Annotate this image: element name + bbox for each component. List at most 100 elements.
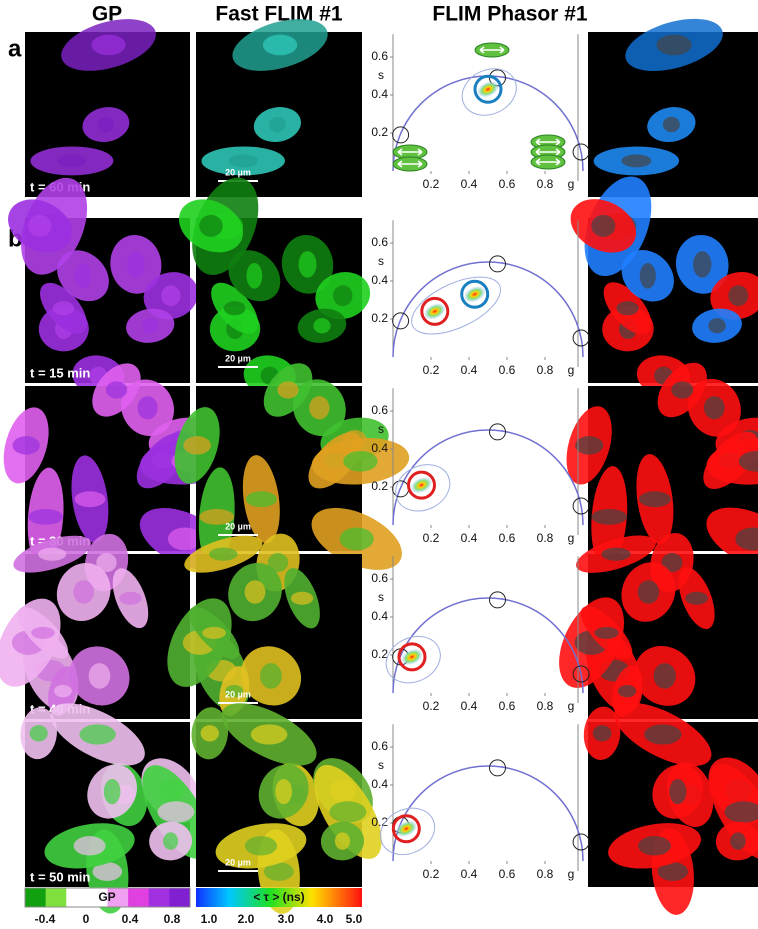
arrow-icon	[535, 148, 561, 156]
colorbar-segment	[66, 888, 88, 907]
colorbar-label: 5.0	[346, 912, 363, 926]
nucleus	[96, 553, 117, 573]
colorbar-segment	[45, 888, 67, 907]
nucleus	[575, 436, 604, 455]
colorbar-segment	[25, 888, 47, 907]
reference-circle	[572, 497, 590, 515]
nucleus	[638, 836, 671, 856]
reference-circle	[572, 833, 590, 851]
nucleus	[671, 381, 694, 399]
nucleus	[591, 214, 616, 237]
nucleus	[73, 580, 95, 604]
nucleus	[334, 832, 351, 850]
phasor-cursor	[420, 296, 450, 326]
nucleus	[103, 778, 121, 805]
nucleus	[97, 116, 115, 133]
nucleus	[343, 450, 378, 472]
nucleus	[639, 262, 656, 289]
y-tick-label: 0.2	[371, 125, 388, 139]
nucleus	[260, 663, 282, 689]
nucleus	[31, 626, 55, 639]
y-tick-label: 0.6	[371, 403, 388, 417]
time-label: t = 50 min	[30, 869, 90, 884]
nucleus	[735, 527, 758, 551]
y-axis-label: s	[378, 68, 384, 82]
nucleus	[183, 436, 211, 455]
x-axis-label: g	[568, 699, 575, 713]
x-tick-label: 0.6	[499, 177, 516, 191]
y-tick-label: 0.2	[371, 647, 388, 661]
nucleus	[163, 832, 179, 850]
nucleus	[244, 580, 266, 604]
nucleus	[644, 724, 682, 745]
y-axis-label: s	[378, 422, 384, 436]
y-tick-label: 0.4	[371, 273, 388, 287]
y-tick-label: 0.4	[371, 609, 388, 623]
x-tick-label: 0.2	[423, 867, 440, 881]
x-tick-label: 0.6	[499, 699, 516, 713]
nucleus	[28, 214, 52, 237]
scale-label: 20 µm	[225, 857, 251, 867]
colorbar-label: 3.0	[278, 912, 295, 926]
reference-circle	[572, 143, 590, 161]
nucleus	[669, 778, 687, 805]
x-tick-label: 0.4	[461, 531, 478, 545]
phasor-cursor	[391, 814, 421, 844]
x-tick-label: 0.2	[423, 531, 440, 545]
nucleus	[309, 396, 330, 420]
x-tick-label: 0.2	[423, 363, 440, 377]
nucleus	[91, 34, 126, 56]
nucleus	[92, 862, 123, 881]
x-tick-label: 0.8	[537, 363, 554, 377]
nucleus	[245, 491, 277, 508]
nucleus	[656, 34, 692, 56]
nucleus	[592, 725, 612, 742]
x-tick-label: 0.8	[537, 531, 554, 545]
nucleus	[137, 396, 158, 420]
reference-circle	[572, 665, 590, 683]
nucleus	[228, 154, 258, 168]
nucleus	[52, 301, 75, 316]
universal-circle	[392, 261, 584, 358]
nucleus	[199, 214, 223, 237]
nucleus	[329, 801, 367, 823]
phasor-density	[424, 303, 446, 320]
column-header: FLIM Phasor #1	[432, 3, 588, 26]
nucleus	[277, 381, 299, 399]
nucleus	[161, 285, 181, 307]
nucleus	[79, 724, 116, 745]
colorbar-label: -0.4	[35, 912, 56, 926]
arrow-icon	[535, 138, 561, 146]
nucleus	[200, 725, 219, 742]
nucleus	[57, 154, 87, 168]
phasor-density	[411, 477, 432, 493]
reference-circle	[489, 423, 506, 441]
phasor-density	[395, 820, 417, 837]
nucleus	[621, 154, 652, 168]
phasor-cursor	[397, 642, 427, 672]
colorbar-label: 0	[83, 912, 90, 926]
nucleus	[199, 508, 235, 525]
x-tick-label: 0.8	[537, 699, 554, 713]
nucleus	[167, 527, 202, 551]
nucleus	[267, 553, 289, 573]
nucleus	[657, 862, 689, 881]
nucleus	[339, 527, 374, 551]
x-tick-label: 0.4	[461, 867, 478, 881]
x-tick-label: 0.4	[461, 363, 478, 377]
nucleus	[313, 318, 331, 334]
scale-label: 20 µm	[225, 353, 251, 363]
y-tick-label: 0.4	[371, 777, 388, 791]
colorbar-title: GP	[98, 890, 115, 904]
colorbar-segment	[128, 888, 150, 907]
nucleus	[54, 684, 72, 698]
nucleus	[209, 547, 238, 561]
reference-circle	[392, 312, 410, 330]
nucleus	[738, 450, 758, 472]
nucleus	[262, 34, 298, 56]
nucleus	[28, 508, 63, 525]
nucleus	[269, 116, 286, 133]
reference-circle	[489, 255, 506, 273]
nucleus	[225, 684, 244, 698]
